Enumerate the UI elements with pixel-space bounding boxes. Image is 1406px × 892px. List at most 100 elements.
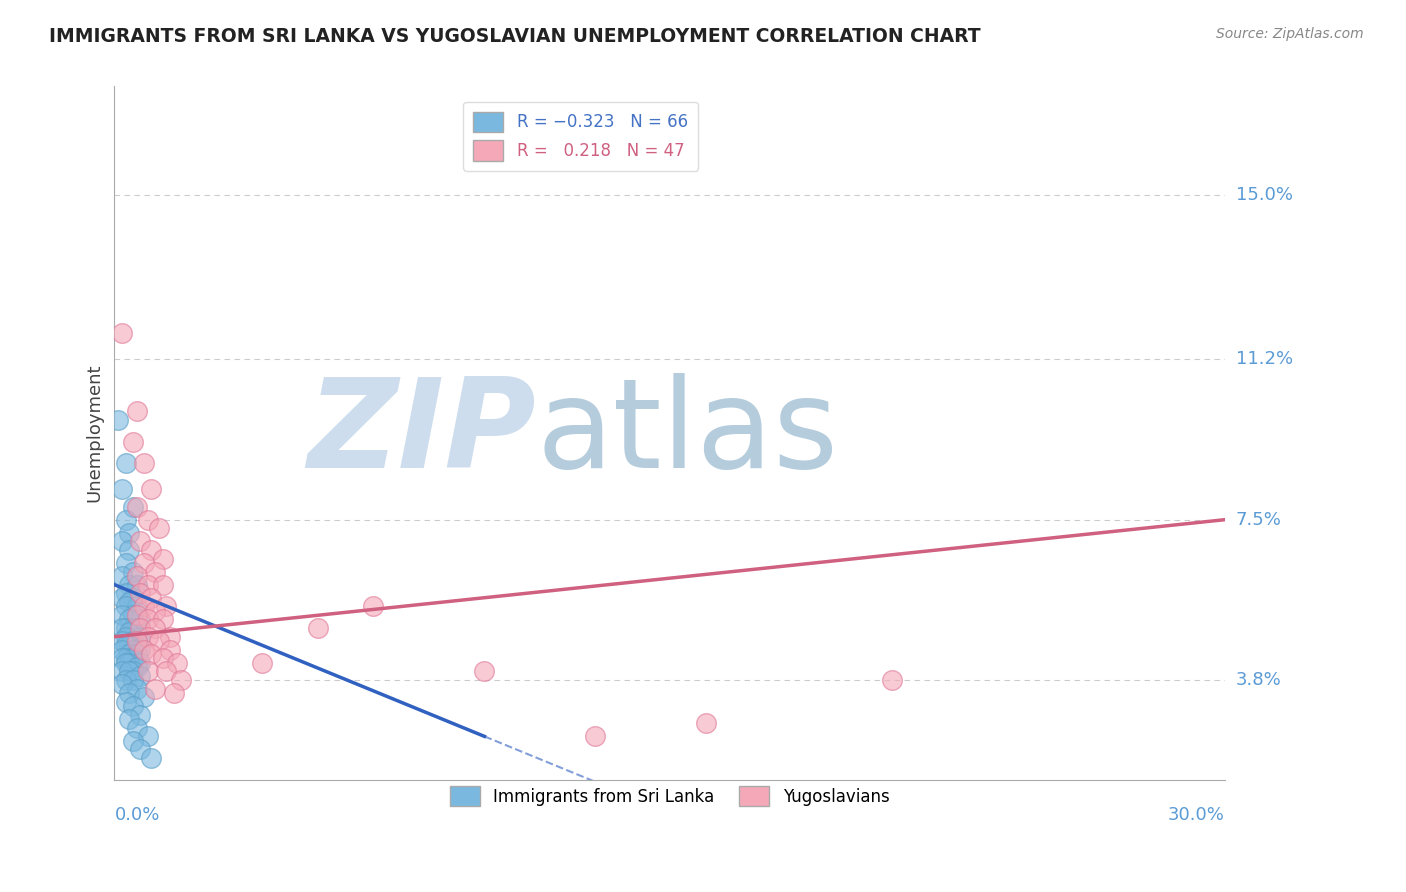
Point	[132, 556, 155, 570]
Point	[122, 673, 145, 687]
Point	[125, 634, 148, 648]
Point	[111, 677, 134, 691]
Point	[152, 612, 174, 626]
Point	[111, 608, 134, 623]
Point	[152, 651, 174, 665]
Point	[143, 565, 166, 579]
Point	[129, 534, 152, 549]
Text: 30.0%: 30.0%	[1168, 805, 1225, 823]
Point	[118, 525, 141, 540]
Point	[166, 656, 188, 670]
Point	[159, 642, 181, 657]
Point	[152, 551, 174, 566]
Point	[122, 642, 145, 657]
Point	[143, 604, 166, 618]
Point	[118, 639, 141, 653]
Point	[114, 556, 136, 570]
Point	[114, 456, 136, 470]
Point	[155, 599, 177, 614]
Point	[132, 642, 155, 657]
Point	[125, 599, 148, 614]
Point	[132, 599, 155, 614]
Point	[118, 665, 141, 679]
Point	[118, 656, 141, 670]
Point	[122, 699, 145, 714]
Point	[143, 681, 166, 696]
Point	[136, 513, 159, 527]
Point	[122, 591, 145, 605]
Point	[118, 625, 141, 640]
Point	[136, 665, 159, 679]
Point	[474, 665, 496, 679]
Point	[114, 586, 136, 600]
Point	[152, 578, 174, 592]
Point	[136, 730, 159, 744]
Point	[111, 591, 134, 605]
Point	[122, 651, 145, 665]
Point	[114, 639, 136, 653]
Point	[111, 326, 134, 341]
Point	[118, 712, 141, 726]
Text: 11.2%: 11.2%	[1236, 351, 1292, 368]
Text: atlas: atlas	[536, 373, 838, 493]
Point	[114, 673, 136, 687]
Point	[111, 621, 134, 635]
Point	[111, 642, 134, 657]
Point	[129, 612, 152, 626]
Point	[148, 634, 170, 648]
Point	[111, 665, 134, 679]
Point	[114, 513, 136, 527]
Point	[118, 595, 141, 609]
Point	[132, 456, 155, 470]
Point	[307, 621, 329, 635]
Text: IMMIGRANTS FROM SRI LANKA VS YUGOSLAVIAN UNEMPLOYMENT CORRELATION CHART: IMMIGRANTS FROM SRI LANKA VS YUGOSLAVIAN…	[49, 27, 981, 45]
Point	[129, 642, 152, 657]
Point	[129, 669, 152, 683]
Y-axis label: Unemployment: Unemployment	[86, 364, 103, 502]
Point	[122, 608, 145, 623]
Point	[129, 656, 152, 670]
Point	[122, 634, 145, 648]
Point	[162, 686, 184, 700]
Point	[585, 730, 607, 744]
Point	[125, 500, 148, 514]
Point	[125, 621, 148, 635]
Point	[118, 686, 141, 700]
Point	[141, 751, 163, 765]
Point	[695, 716, 717, 731]
Point	[114, 621, 136, 635]
Point	[111, 534, 134, 549]
Point	[125, 569, 148, 583]
Point	[129, 586, 152, 600]
Point	[111, 651, 134, 665]
Legend: Immigrants from Sri Lanka, Yugoslavians: Immigrants from Sri Lanka, Yugoslavians	[443, 780, 896, 813]
Point	[129, 742, 152, 756]
Point	[136, 612, 159, 626]
Point	[141, 591, 163, 605]
Point	[136, 578, 159, 592]
Point	[114, 630, 136, 644]
Point	[129, 630, 152, 644]
Point	[143, 621, 166, 635]
Point	[880, 673, 903, 687]
Point	[141, 543, 163, 558]
Point	[125, 721, 148, 735]
Point	[141, 647, 163, 661]
Point	[125, 647, 148, 661]
Point	[129, 707, 152, 722]
Point	[141, 483, 163, 497]
Point	[122, 565, 145, 579]
Point	[125, 578, 148, 592]
Point	[125, 608, 148, 623]
Point	[114, 599, 136, 614]
Point	[122, 500, 145, 514]
Point	[125, 681, 148, 696]
Text: 7.5%: 7.5%	[1236, 511, 1281, 529]
Point	[118, 543, 141, 558]
Text: 0.0%: 0.0%	[114, 805, 160, 823]
Point	[125, 404, 148, 418]
Point	[136, 630, 159, 644]
Point	[170, 673, 193, 687]
Point	[111, 569, 134, 583]
Point	[107, 413, 129, 427]
